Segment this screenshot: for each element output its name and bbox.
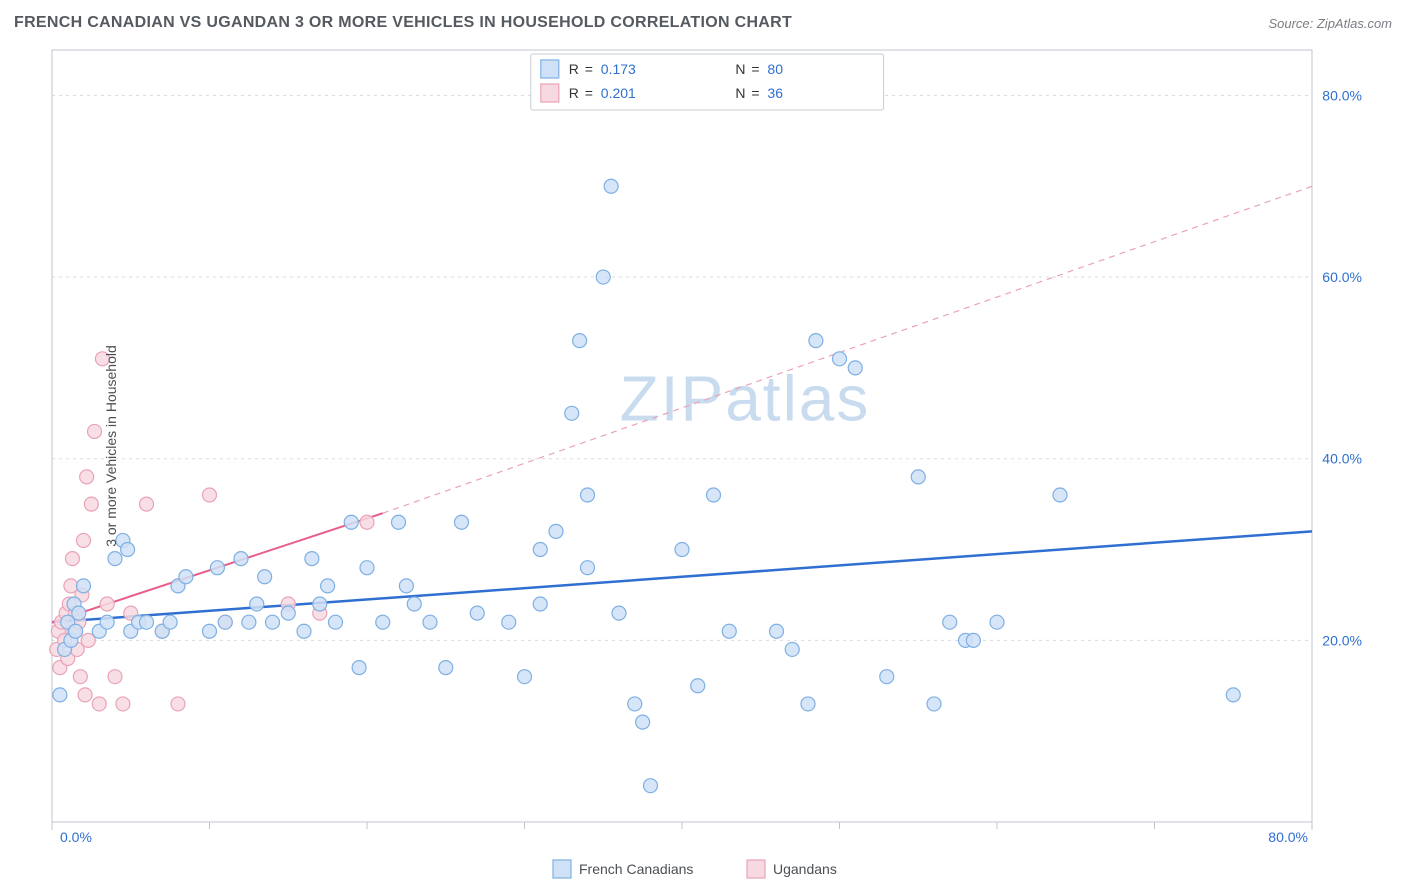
svg-text:36: 36 bbox=[767, 85, 783, 101]
source-label: Source: ZipAtlas.com bbox=[1268, 16, 1392, 31]
svg-text:=: = bbox=[585, 61, 593, 77]
svg-text:20.0%: 20.0% bbox=[1322, 632, 1362, 648]
chart-area: 3 or more Vehicles in Household 20.0%40.… bbox=[46, 46, 1392, 846]
svg-text:0.173: 0.173 bbox=[601, 61, 636, 77]
svg-text:80.0%: 80.0% bbox=[1268, 829, 1308, 845]
svg-text:R: R bbox=[569, 85, 579, 101]
svg-text:N: N bbox=[735, 61, 745, 77]
svg-text:Ugandans: Ugandans bbox=[773, 861, 837, 877]
svg-text:=: = bbox=[751, 61, 759, 77]
svg-text:=: = bbox=[751, 85, 759, 101]
svg-text:R: R bbox=[569, 61, 579, 77]
bottom-legend: French Canadians Ugandans bbox=[0, 852, 1406, 886]
svg-text:=: = bbox=[585, 85, 593, 101]
scatter-plot: 20.0%40.0%60.0%80.0%0.0%80.0%ZIPatlasR=0… bbox=[46, 46, 1392, 846]
svg-text:80.0%: 80.0% bbox=[1322, 87, 1362, 103]
y-axis-label: 3 or more Vehicles in Household bbox=[103, 345, 119, 547]
legend-top: R = 0.173 N = 80 R = 0.201 N = 36 bbox=[531, 54, 884, 110]
svg-text:French Canadians: French Canadians bbox=[579, 861, 693, 877]
chart-title: FRENCH CANADIAN VS UGANDAN 3 OR MORE VEH… bbox=[14, 14, 792, 32]
svg-text:60.0%: 60.0% bbox=[1322, 269, 1362, 285]
svg-text:0.0%: 0.0% bbox=[60, 829, 92, 845]
svg-text:N: N bbox=[735, 85, 745, 101]
svg-text:0.201: 0.201 bbox=[601, 85, 636, 101]
svg-text:40.0%: 40.0% bbox=[1322, 451, 1362, 467]
svg-text:80: 80 bbox=[767, 61, 783, 77]
